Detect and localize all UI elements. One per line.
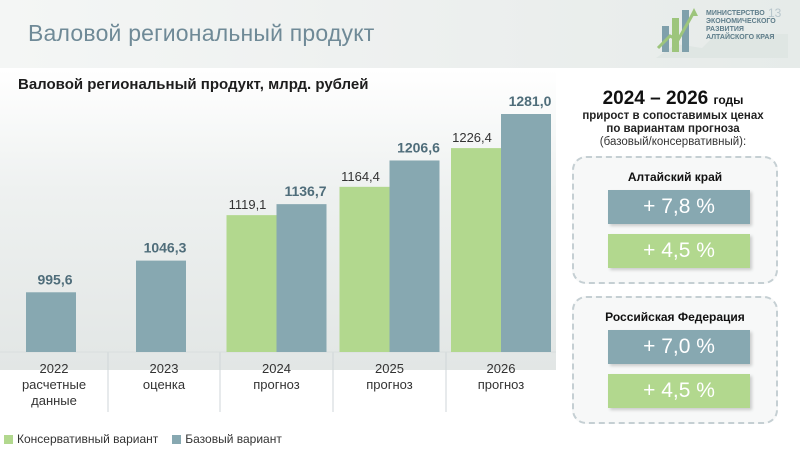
value-label-base: 995,6 — [37, 271, 72, 287]
growth-base-altai: + 7,8 % — [608, 190, 750, 224]
growth-conservative-russia: + 4,5 % — [608, 374, 750, 408]
growth-base-russia: + 7,0 % — [608, 330, 750, 364]
growth-conservative-altai: + 4,5 % — [608, 234, 750, 268]
growth-note-line1: прирост в сопоставимых ценах — [582, 110, 764, 122]
value-label-base: 1136,7 — [284, 183, 326, 199]
category-label: 2022 — [40, 361, 69, 376]
period-suffix: годы — [713, 93, 744, 107]
value-label-conservative: 1226,4 — [452, 130, 492, 145]
category-label: 2026 — [487, 361, 516, 376]
page-title: Валовой региональный продукт — [28, 20, 375, 46]
bar-base — [501, 114, 551, 352]
legend-item-base: Базовый вариант — [172, 432, 282, 446]
bar-base — [136, 260, 186, 352]
logo-text: МИНИСТЕРСТВО ЭКОНОМИЧЕСКОГО РАЗВИТИЯ АЛТ… — [706, 10, 776, 41]
legend-item-conservative: Консервативный вариант — [4, 432, 158, 446]
category-label: данные — [31, 393, 77, 408]
bar-conservative — [451, 148, 501, 352]
legend-swatch-conservative — [4, 434, 13, 444]
category-label: оценка — [143, 377, 186, 392]
period-heading: 2024 – 2026 годы — [566, 88, 780, 110]
legend-label-base: Базовый вариант — [185, 432, 282, 446]
chart-title: Валовой региональный продукт, млрд. рубл… — [18, 76, 369, 93]
value-label-conservative: 1164,4 — [341, 169, 380, 184]
category-label: 2025 — [375, 361, 404, 376]
growth-note-line2: по вариантам прогноза — [606, 123, 740, 135]
value-label-base: 1281,0 — [509, 93, 552, 109]
region-box-russia: Российская Федерация + 7,0 % + 4,5 % — [572, 296, 778, 424]
bar-conservative — [339, 186, 390, 352]
region-box-altai: Алтайский край + 7,8 % + 4,5 % — [572, 156, 778, 284]
legend-swatch-base — [172, 434, 182, 444]
category-label: расчетные — [22, 377, 86, 392]
bar-base — [276, 204, 327, 352]
category-label: прогноз — [366, 377, 413, 392]
page-number: 13 — [768, 6, 782, 20]
ministry-logo — [656, 8, 788, 58]
category-label: прогноз — [478, 377, 525, 392]
value-label-conservative: 1119,1 — [229, 197, 267, 212]
category-label: 2023 — [150, 361, 179, 376]
region-name-altai: Алтайский край — [627, 170, 723, 184]
value-label-base: 1046,3 — [144, 240, 187, 256]
category-label: 2024 — [262, 361, 291, 376]
bar-conservative — [226, 215, 277, 352]
region-name-russia: Российская Федерация — [605, 310, 745, 324]
bar-base — [26, 292, 76, 352]
period-years: 2024 – 2026 — [602, 88, 709, 109]
value-label-base: 1206,6 — [397, 139, 440, 155]
category-label: прогноз — [253, 377, 300, 392]
growth-header: 2024 – 2026 годы прирост в сопоставимых … — [566, 88, 780, 149]
growth-note-line3: (базовый/консервативный): — [599, 136, 747, 148]
bar-base — [389, 160, 440, 352]
legend: Консервативный вариант Базовый вариант — [4, 432, 282, 446]
legend-label-conservative: Консервативный вариант — [17, 432, 159, 446]
